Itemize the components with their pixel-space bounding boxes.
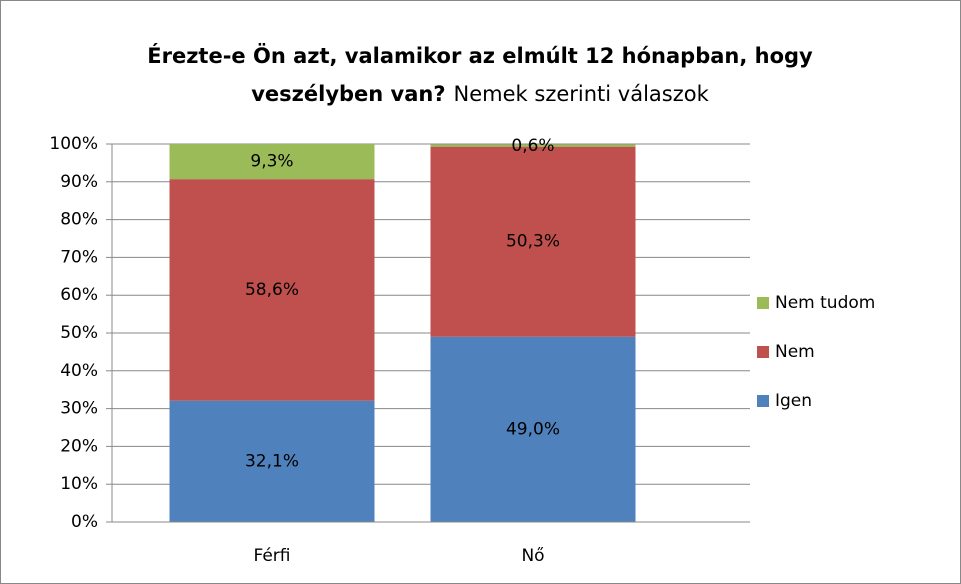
x-tick-label: Nő [521,546,544,566]
y-tick-label: 50% [60,323,98,343]
y-tick-label: 90% [60,172,98,192]
bar-segment [169,144,375,180]
x-tick-label: Férfi [253,546,290,566]
chart-title: Érezte-e Ön azt, valamikor az elmúlt 12 … [147,43,813,68]
chart-title: veszélyben van? [251,82,445,106]
bar-segment [169,400,375,522]
chart-subtitle: Nemek szerinti válaszok [454,82,710,106]
y-tick-label: 100% [49,134,98,154]
bar-segment [430,146,636,337]
y-tick-label: 30% [60,399,98,419]
bar-segment [169,179,375,401]
y-tick-label: 40% [60,361,98,381]
bar-segment [430,144,636,147]
y-tick-label: 10% [60,474,98,494]
legend-swatch [757,395,769,407]
data-label: 9,3% [250,152,293,172]
legend-label: Nem [775,342,815,362]
data-label: 50,3% [506,232,560,252]
data-label: 58,6% [245,280,299,300]
legend-swatch [757,346,769,358]
y-tick-label: 70% [60,247,98,267]
legend-label: Nem tudom [775,293,875,313]
chart-title-line2: veszélyben van? Nemek szerinti válaszok [251,82,709,106]
legend-swatch [757,297,769,309]
data-label: 0,6% [511,136,554,156]
y-tick-label: 20% [60,436,98,456]
data-label: 49,0% [506,419,560,439]
bar-segment [430,336,636,522]
y-tick-label: 60% [60,285,98,305]
legend-label: Igen [775,391,812,411]
y-tick-label: 0% [71,512,98,532]
data-label: 32,1% [245,451,299,471]
y-tick-label: 80% [60,210,98,230]
